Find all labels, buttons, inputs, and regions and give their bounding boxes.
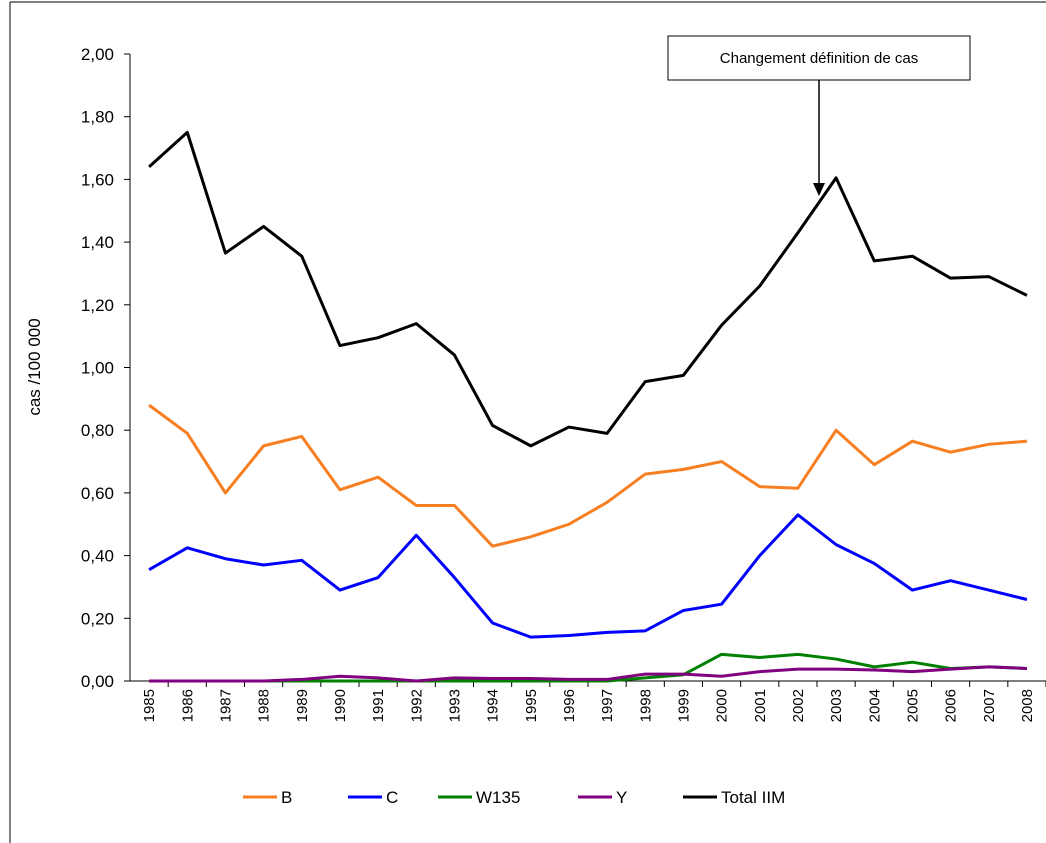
x-tick-label: 1990 [332, 689, 349, 722]
x-tick-label: 1998 [637, 689, 654, 722]
series-line [148, 130, 1028, 448]
legend-label: B [281, 788, 292, 807]
series-line [148, 513, 1028, 639]
x-tick-label: 1995 [523, 689, 540, 722]
annotation: Changement définition de cas [720, 50, 918, 67]
x-tick-label: 2005 [904, 689, 921, 722]
x-tick-label: 2000 [714, 689, 731, 722]
x-tick-label: 1997 [599, 689, 616, 722]
x-tick-label: 1986 [179, 689, 196, 722]
legend-label: C [386, 788, 398, 807]
arrow-head [813, 183, 825, 196]
y-tick-label: 1,00 [81, 359, 114, 378]
y-tick-label: 1,20 [81, 296, 114, 315]
y-tick-label: 1,80 [81, 108, 114, 127]
x-tick-label: 2004 [866, 689, 883, 722]
x-tick-label: 1994 [485, 689, 502, 722]
x-tick-label: 2002 [790, 689, 807, 722]
x-tick-label: 1993 [446, 689, 463, 722]
y-tick-label: 0,80 [81, 421, 114, 440]
x-tick-label: 1999 [675, 689, 692, 722]
legend-label: W135 [476, 788, 520, 807]
y-axis-title: cas /100 000 [25, 318, 44, 415]
x-tick-label: 1985 [141, 689, 158, 722]
x-tick-label: 1996 [561, 689, 578, 722]
series-line [148, 403, 1028, 548]
y-tick-label: 1,60 [81, 170, 114, 189]
legend-label: Y [616, 788, 627, 807]
x-tick-label: 2007 [981, 689, 998, 722]
x-tick-label: 1987 [217, 689, 234, 722]
y-tick-label: 1,40 [81, 233, 114, 252]
x-tick-label: 1989 [294, 689, 311, 722]
y-tick-label: 2,00 [81, 45, 114, 64]
x-tick-label: 2001 [752, 689, 769, 722]
x-tick-label: 2008 [1019, 689, 1036, 722]
annotation-box [667, 35, 971, 81]
series-line [149, 665, 1027, 683]
y-tick-label: 0,40 [81, 547, 114, 566]
y-tick-label: 0,20 [81, 609, 114, 628]
legend-label: Total IIM [721, 788, 785, 807]
x-tick-label: 2006 [943, 689, 960, 722]
x-tick-label: 1988 [256, 689, 273, 722]
x-tick-label: 2003 [828, 689, 845, 722]
series-line [149, 652, 1027, 683]
y-tick-label: 0,60 [81, 484, 114, 503]
x-tick-label: 1991 [370, 689, 387, 722]
y-tick-label: 0,00 [81, 672, 114, 691]
x-tick-label: 1992 [408, 689, 425, 722]
